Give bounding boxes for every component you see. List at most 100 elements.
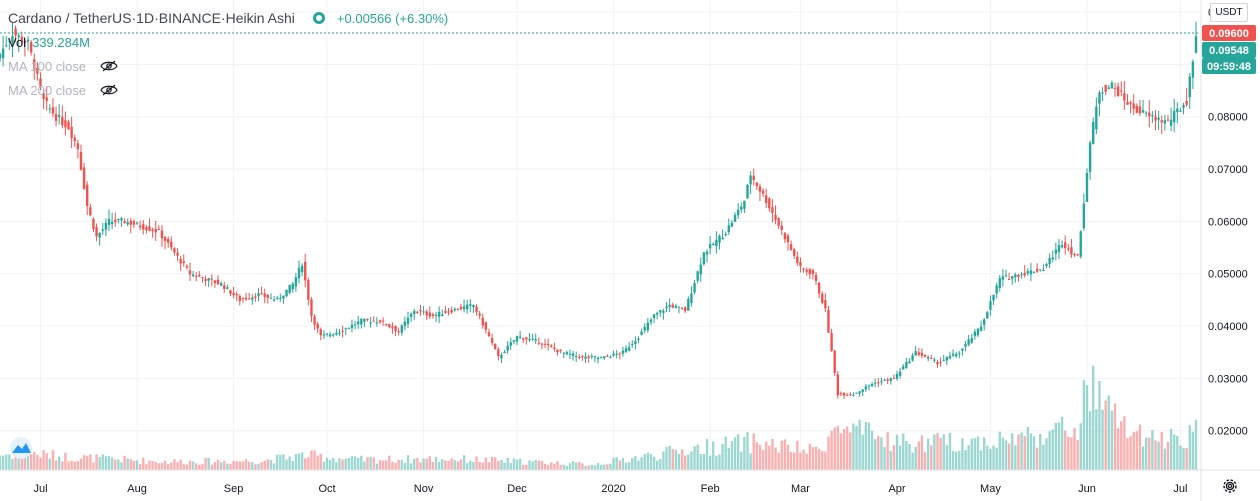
- volume-bar: [718, 454, 721, 470]
- candle-body: [721, 237, 724, 240]
- volume-bar: [861, 434, 864, 470]
- volume-bar: [1076, 440, 1079, 470]
- volume-bar: [948, 432, 952, 470]
- volume-bar: [789, 451, 793, 470]
- symbol-name[interactable]: Cardano / TetherUS: [8, 10, 132, 26]
- candle-body: [593, 356, 597, 358]
- volume-bar: [478, 461, 481, 470]
- volume-bar: [425, 458, 428, 470]
- candle-body: [967, 339, 970, 345]
- candle-body: [288, 284, 291, 293]
- candle-body: [1070, 247, 1073, 255]
- candle-body: [76, 143, 80, 150]
- candle-body: [406, 317, 410, 324]
- candle-body: [422, 311, 425, 313]
- candle-body: [643, 327, 646, 331]
- ma200-legend[interactable]: MA 200 close: [8, 78, 448, 102]
- candle-body: [730, 222, 734, 227]
- volume-bar: [693, 446, 696, 470]
- volume-bar: [201, 464, 204, 470]
- volume-bar: [640, 457, 643, 470]
- candle-body: [332, 334, 335, 336]
- volume-bar: [459, 459, 463, 470]
- candle-body: [1148, 112, 1151, 117]
- volume-bar: [814, 446, 818, 470]
- candle-body: [740, 206, 743, 210]
- candle-body: [603, 356, 606, 359]
- volume-bar: [590, 464, 593, 470]
- volume-legend[interactable]: Vol 339.284M: [8, 30, 448, 54]
- candle-body: [771, 207, 774, 213]
- candle-body: [1104, 84, 1107, 92]
- candle-body: [29, 41, 33, 53]
- candle-body: [148, 226, 151, 232]
- candle-body: [649, 319, 653, 323]
- time-tick-label: Nov: [414, 483, 434, 495]
- tradingview-logo-icon[interactable]: [6, 436, 36, 460]
- volume-bar: [1182, 447, 1185, 470]
- price-axis[interactable]: 0.100000.090000.080000.070000.060000.050…: [1208, 7, 1248, 438]
- volume-bar: [724, 436, 727, 470]
- volume-bar: [95, 454, 98, 470]
- candle-body: [117, 218, 120, 220]
- candle-body: [48, 108, 52, 110]
- candle-body: [1179, 110, 1182, 112]
- volume-bar: [886, 432, 889, 470]
- time-axis[interactable]: Jul Aug Sep Oct Nov Dec 2020 Feb Mar Apr May Jun Jul: [33, 483, 1187, 495]
- candle-body: [855, 392, 858, 394]
- gear-icon[interactable]: [1221, 477, 1239, 495]
- volume-bar: [827, 436, 830, 470]
- volume-bar: [808, 443, 811, 470]
- candle-body: [219, 283, 223, 286]
- volume-bar: [17, 454, 20, 470]
- volume-bar: [385, 460, 388, 470]
- eye-crossed-icon[interactable]: [100, 60, 118, 72]
- candle-body: [749, 175, 752, 185]
- candle-body: [789, 244, 793, 250]
- candle-body: [1132, 103, 1135, 109]
- ma100-legend[interactable]: MA 100 close: [8, 54, 448, 78]
- candle-body: [743, 200, 746, 209]
- time-tick-label: Jun: [1078, 483, 1096, 495]
- candle-body: [764, 195, 768, 204]
- candle-body: [269, 297, 273, 299]
- eye-crossed-icon[interactable]: [100, 84, 118, 96]
- volume-bar: [360, 455, 363, 470]
- currency-button[interactable]: USDT: [1210, 3, 1248, 22]
- volume-bar: [671, 449, 674, 470]
- candle-body: [120, 218, 123, 221]
- volume-bar: [578, 462, 581, 470]
- candle-body: [677, 306, 681, 308]
- volume-bar: [1004, 440, 1008, 470]
- candle-body: [157, 228, 161, 230]
- volume-bar: [272, 463, 276, 470]
- volume-bar: [562, 464, 565, 470]
- volume-bar: [574, 462, 578, 470]
- volume-bar: [783, 439, 787, 470]
- volume-bar: [755, 442, 759, 470]
- price-scale-background: [1201, 0, 1260, 470]
- volume-bar: [914, 446, 917, 470]
- candle-body: [142, 224, 145, 230]
- volume-bars: [0, 365, 1198, 470]
- volume-bar: [42, 450, 45, 470]
- time-tick-label: Apr: [888, 483, 905, 495]
- volume-bar: [54, 460, 58, 470]
- candle-body: [699, 264, 702, 275]
- volume-bar: [1082, 380, 1086, 470]
- candle-body: [954, 354, 958, 357]
- volume-bar: [157, 463, 161, 470]
- interval-label[interactable]: 1D: [136, 10, 155, 26]
- volume-bar: [730, 441, 734, 470]
- price-tick-label: 0.03000: [1208, 373, 1248, 385]
- volume-bar: [64, 452, 67, 470]
- volume-bar: [57, 456, 61, 470]
- volume-bar: [1185, 448, 1188, 470]
- candle-body: [842, 392, 846, 396]
- candle-body: [1054, 249, 1058, 254]
- candle-body: [631, 343, 634, 345]
- volume-bar: [179, 459, 182, 470]
- volume-bar: [219, 462, 223, 470]
- volume-bar: [528, 460, 531, 470]
